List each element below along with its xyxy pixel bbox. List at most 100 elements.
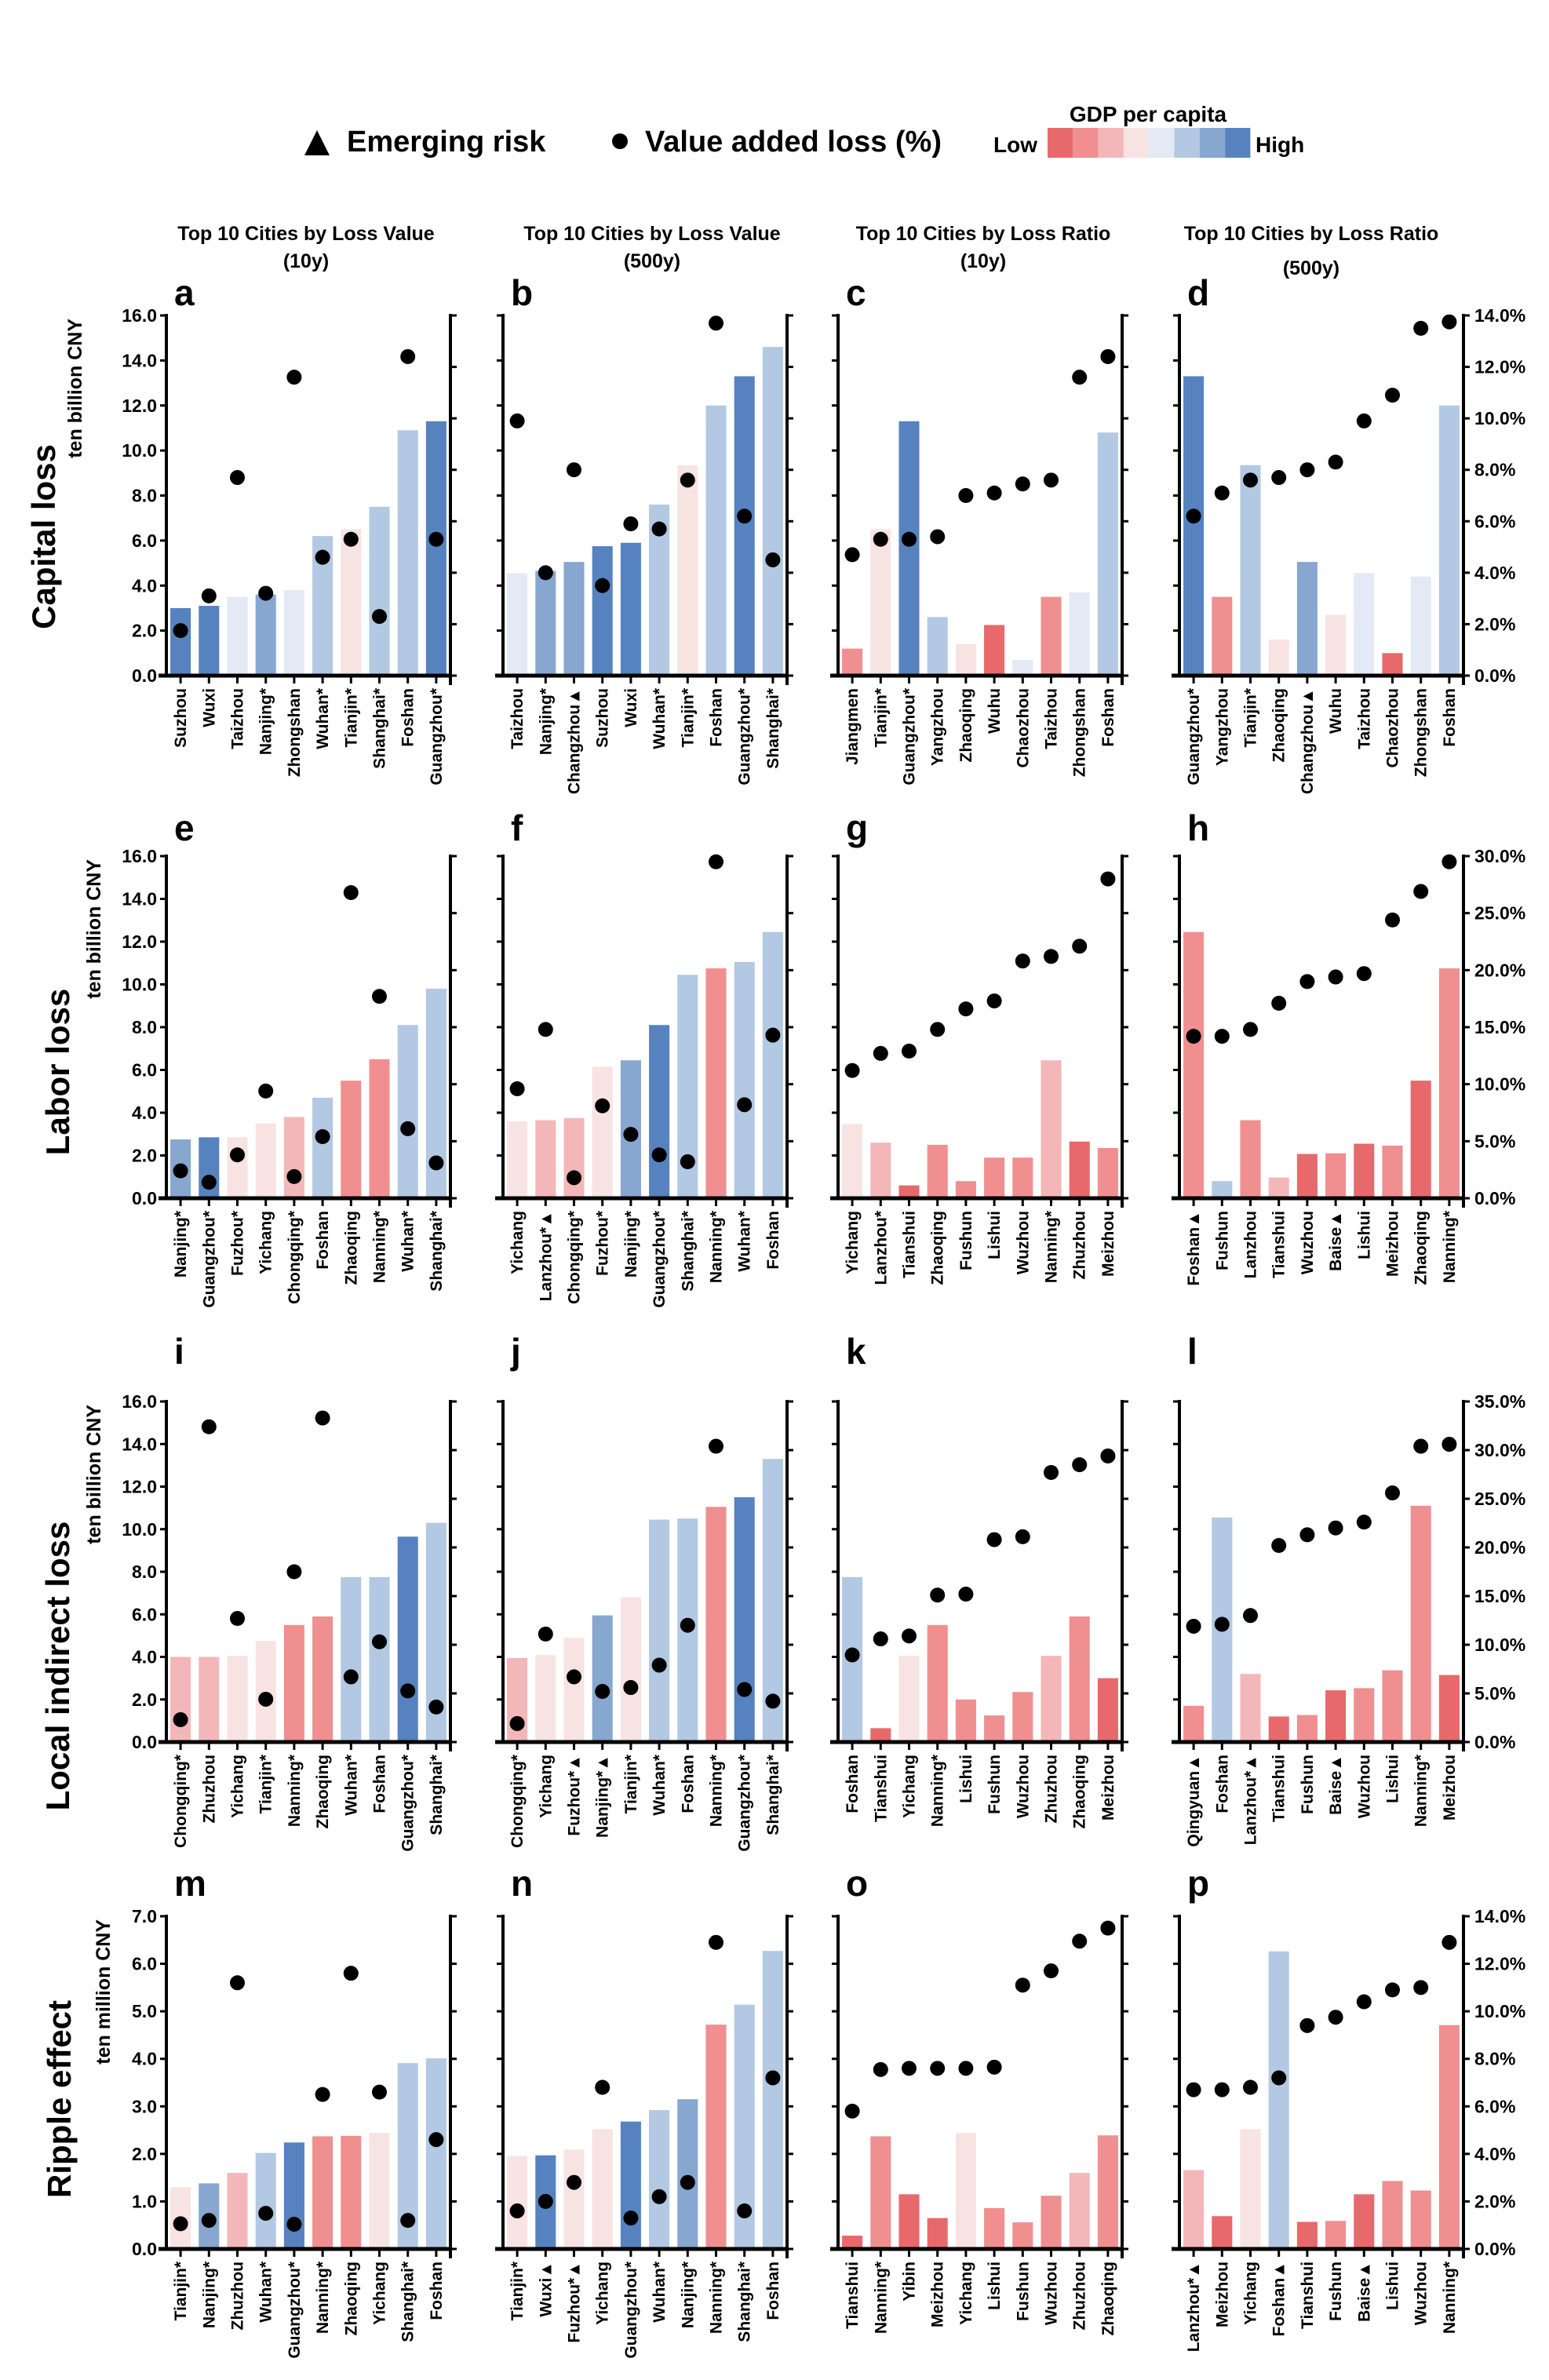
y-tick-label: 4.0 bbox=[132, 1647, 157, 1667]
y2-tick-label: 5.0% bbox=[1474, 1131, 1515, 1151]
x-tick-label: Tianshui bbox=[872, 1755, 890, 1822]
x-tick-label: Nanning* bbox=[371, 1210, 389, 1283]
x-tick-label: Tianjin* bbox=[679, 687, 697, 747]
dot-j-8 bbox=[737, 1682, 753, 1697]
bar-i-6 bbox=[341, 1576, 362, 1742]
dot-c-9 bbox=[1100, 348, 1116, 364]
bar-g-7 bbox=[1041, 1060, 1062, 1198]
y2-tick-label: 30.0% bbox=[1474, 846, 1525, 866]
x-tick-label: Wuhu bbox=[1327, 688, 1345, 734]
x-tick-label: Wuhan* bbox=[399, 1210, 417, 1272]
bar-l-9 bbox=[1438, 1675, 1460, 1742]
dot-b-4 bbox=[623, 516, 639, 532]
panel-letter: b bbox=[511, 272, 533, 313]
x-tick-label: Fuzhou* bbox=[594, 1210, 612, 1276]
dot-f-1 bbox=[538, 1022, 553, 1037]
x-tick-label: Chongqing* bbox=[172, 1754, 190, 1848]
y2-tick-label: 4.0% bbox=[1474, 2144, 1515, 2164]
x-tick-label: Tianjin* bbox=[622, 1754, 640, 1813]
x-tick-label: Lanzhou*▲ bbox=[1185, 2262, 1203, 2352]
dot-a-5 bbox=[315, 549, 330, 565]
x-tick-label: Foshan bbox=[371, 1755, 389, 1813]
dot-c-5 bbox=[986, 485, 1002, 501]
y2-tick-label: 10.0% bbox=[1474, 1074, 1525, 1095]
y2-tick-label: 15.0% bbox=[1474, 1017, 1525, 1037]
dot-c-0 bbox=[844, 547, 860, 563]
panel-m: m 0.0 1.0 2.0 3.0 4.0 5.0 6.0 7.0 Tianjin* Nanjing… bbox=[132, 1863, 457, 2359]
x-tick-label: Fushun bbox=[1327, 2262, 1345, 2321]
dot-g-0 bbox=[844, 1062, 860, 1078]
x-tick-label: Fushun bbox=[986, 1755, 1004, 1814]
row-title: Ripple effect bbox=[41, 2000, 78, 2198]
dot-j-2 bbox=[567, 1669, 581, 1685]
panel-letter: o bbox=[846, 1863, 868, 1904]
x-tick-label: Lishui bbox=[986, 2262, 1004, 2310]
bar-o-6 bbox=[1012, 2222, 1033, 2249]
dot-n-9 bbox=[765, 2070, 781, 2086]
x-tick-label: Tianjin* bbox=[172, 2261, 190, 2320]
dot-f-2 bbox=[567, 1170, 581, 1186]
bar-n-2 bbox=[563, 2149, 585, 2249]
x-tick-label: Foshan bbox=[314, 1211, 332, 1270]
bar-k-6 bbox=[1012, 1692, 1033, 1742]
x-tick-label: Suzhou bbox=[594, 688, 612, 748]
x-tick-label: Lishui bbox=[1384, 2262, 1402, 2310]
legend-low-label: Low bbox=[993, 133, 1037, 157]
x-tick-label: Wuxi bbox=[200, 688, 218, 727]
dot-a-7 bbox=[372, 609, 387, 625]
dot-h-6 bbox=[1356, 966, 1372, 982]
x-tick-label: Foshan bbox=[1213, 1755, 1231, 1813]
x-tick-label: Foshan bbox=[844, 1755, 862, 1813]
x-tick-label: Fuzhou*▲ bbox=[566, 2262, 584, 2343]
panel-o: o Tianshui Nanning* Yibin Meizhou Yichang Lish… bbox=[830, 1863, 1128, 2335]
column-subtitle: (500y) bbox=[1283, 257, 1339, 279]
legend-high-label: High bbox=[1256, 133, 1304, 157]
dot-k-7 bbox=[1044, 1465, 1059, 1481]
dot-j-4 bbox=[623, 1680, 639, 1696]
dot-n-0 bbox=[509, 2203, 525, 2219]
bar-e-4 bbox=[283, 1117, 304, 1198]
x-tick-label: Suzhou bbox=[172, 688, 190, 748]
dot-h-0 bbox=[1186, 1029, 1201, 1044]
y2-tick-label: 20.0% bbox=[1474, 960, 1525, 980]
dot-h-7 bbox=[1385, 912, 1400, 928]
dot-p-2 bbox=[1243, 2079, 1258, 2095]
panel-letter: d bbox=[1187, 272, 1209, 313]
dot-f-6 bbox=[680, 1154, 695, 1169]
y-axis-unit-label: ten billion CNY bbox=[83, 1405, 105, 1544]
bar-j-1 bbox=[535, 1654, 556, 1742]
dot-j-1 bbox=[538, 1626, 553, 1642]
x-tick-label: Zhuzhou bbox=[1071, 1211, 1089, 1279]
bar-e-7 bbox=[369, 1059, 390, 1198]
dot-n-3 bbox=[595, 2079, 610, 2095]
x-tick-label: Wuzhou bbox=[1014, 1755, 1032, 1818]
x-tick-label: Yibin bbox=[901, 2262, 919, 2302]
x-tick-label: Zhongshan bbox=[1071, 688, 1089, 777]
colorbar-swatch bbox=[1149, 128, 1175, 158]
dot-f-9 bbox=[765, 1027, 781, 1043]
x-tick-label: Foshan bbox=[399, 688, 417, 747]
bar-d-7 bbox=[1382, 653, 1403, 676]
bar-n-4 bbox=[620, 2121, 641, 2249]
dot-a-4 bbox=[286, 370, 302, 385]
bar-h-7 bbox=[1382, 1145, 1403, 1198]
dot-k-3 bbox=[930, 1587, 946, 1603]
legend-gdp-title: GDP per capita bbox=[1070, 102, 1227, 126]
panel-letter: g bbox=[846, 807, 868, 848]
column-title: Top 10 Cities by Loss Value bbox=[177, 223, 435, 245]
bar-e-2 bbox=[227, 1137, 248, 1198]
bar-i-5 bbox=[312, 1616, 333, 1742]
x-tick-label: Lishui bbox=[1384, 1755, 1402, 1803]
bar-a-6 bbox=[341, 529, 362, 676]
dot-o-1 bbox=[873, 2061, 888, 2077]
dot-i-6 bbox=[343, 1669, 359, 1685]
bar-m-6 bbox=[341, 2135, 362, 2249]
dot-n-1 bbox=[538, 2193, 553, 2209]
dot-a-6 bbox=[343, 531, 359, 547]
dot-l-7 bbox=[1385, 1485, 1400, 1501]
x-tick-label: Fushun bbox=[1213, 1211, 1231, 1270]
dot-b-5 bbox=[651, 521, 667, 537]
dot-d-6 bbox=[1356, 413, 1372, 428]
x-tick-label: Foshan bbox=[764, 2262, 782, 2320]
x-tick-label: Wuxi bbox=[622, 688, 640, 727]
